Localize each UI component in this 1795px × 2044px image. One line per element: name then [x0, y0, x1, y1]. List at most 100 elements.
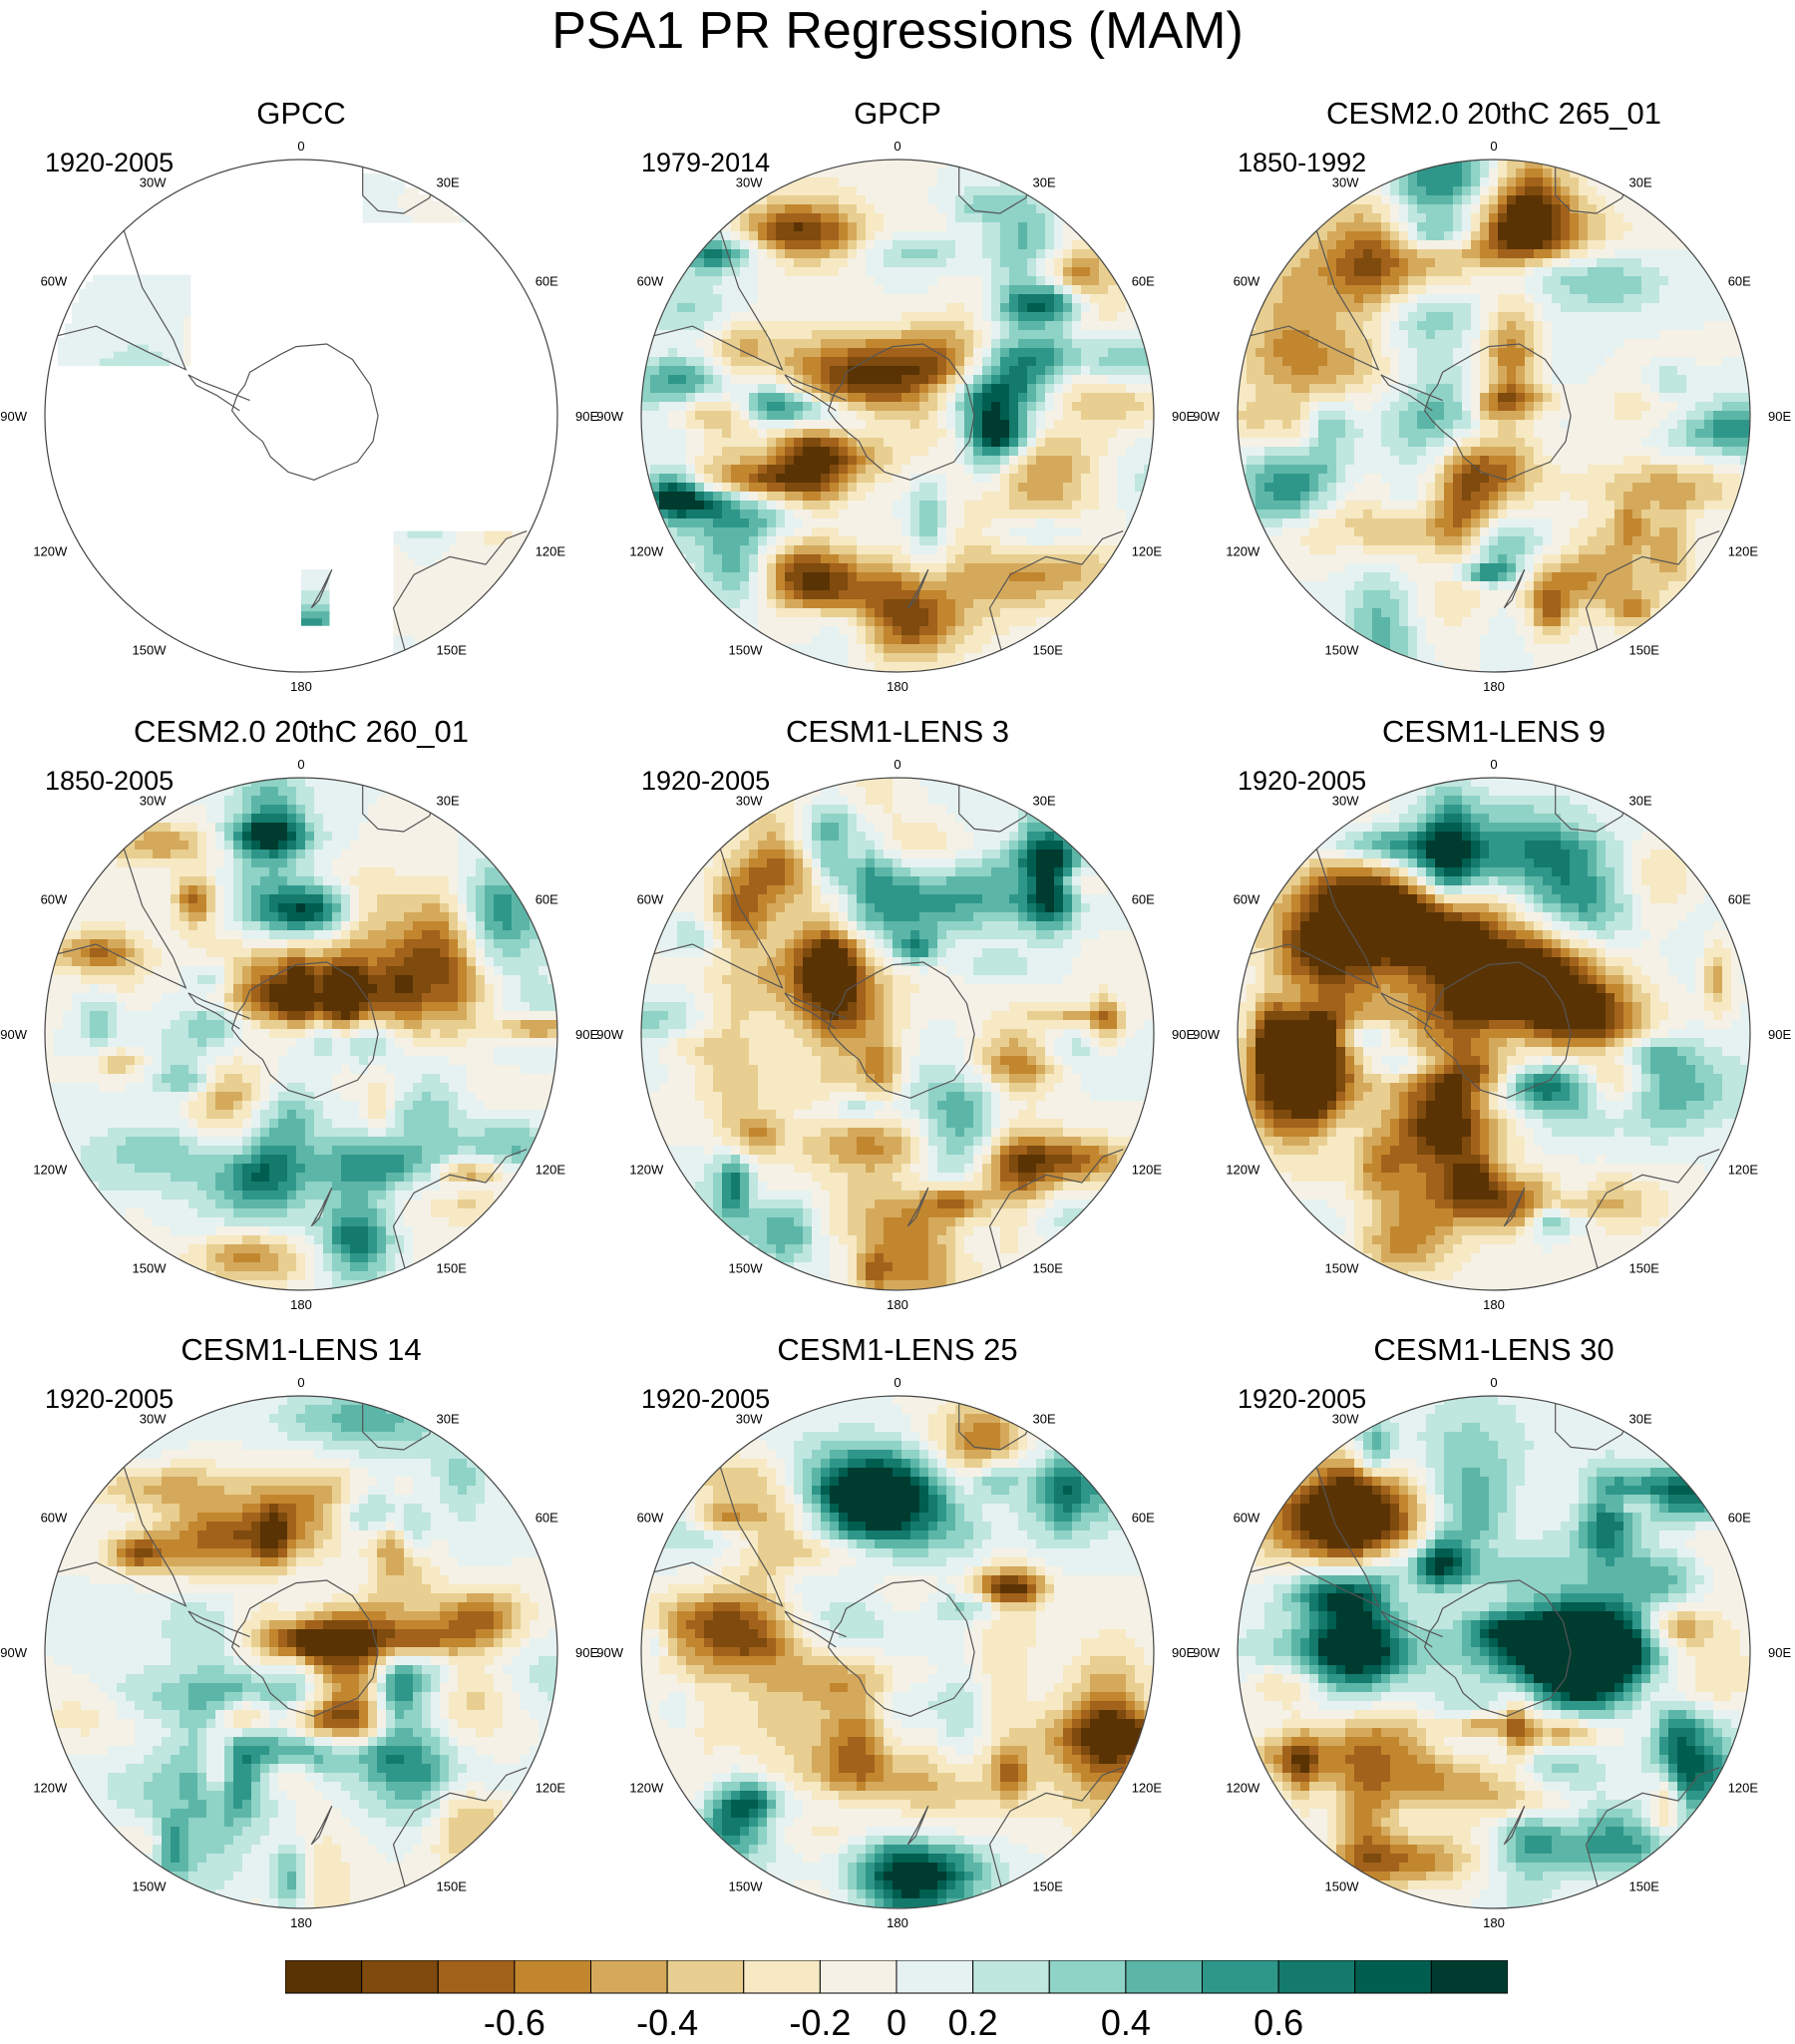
longitude-label: 150E — [437, 1261, 468, 1276]
longitude-label: 90W — [0, 1027, 27, 1042]
coastline — [1425, 344, 1572, 480]
longitude-label: 60E — [536, 892, 558, 907]
colorbar-swatch — [1203, 1960, 1279, 1993]
precip-field — [45, 160, 557, 672]
longitude-label: 60W — [1234, 1511, 1260, 1526]
coastline — [785, 993, 847, 1029]
longitude-label: 150W — [133, 1261, 168, 1276]
panel-title: GPCP — [598, 96, 1197, 132]
map-border — [641, 778, 1154, 1290]
coastline — [959, 1396, 1039, 1450]
colorbar-tick-label: -0.4 — [636, 2002, 698, 2044]
coastline — [232, 1580, 379, 1716]
colorbar-swatch — [1431, 1960, 1508, 1993]
longitude-label: 0 — [297, 139, 304, 154]
longitude-label: 60E — [536, 1511, 558, 1526]
precip-field — [1238, 778, 1759, 1299]
coastline — [641, 223, 782, 369]
coastline — [45, 223, 185, 369]
colorbar-swatch — [1278, 1960, 1355, 1993]
colorbar-swatch — [744, 1960, 821, 1993]
longitude-label: 90W — [596, 1645, 623, 1660]
longitude-label: 60E — [1728, 274, 1751, 289]
longitude-label: 90E — [1172, 409, 1195, 424]
map-border — [45, 778, 557, 1290]
longitude-label: 180 — [1483, 679, 1505, 694]
longitude-label: 180 — [887, 1297, 908, 1312]
coastline — [363, 160, 443, 213]
coastline — [1556, 778, 1635, 832]
longitude-label: 0 — [894, 757, 900, 772]
coastline — [45, 842, 185, 987]
coastline — [990, 1768, 1124, 1901]
longitude-label: 150E — [1033, 643, 1064, 658]
coastline — [641, 1460, 782, 1605]
coastline — [394, 1768, 528, 1901]
longitude-label: 60W — [1234, 892, 1260, 907]
longitude-label: 120W — [629, 544, 664, 559]
longitude-label: 120E — [1728, 544, 1759, 559]
coastline — [1381, 1611, 1443, 1647]
longitude-label: 60W — [41, 274, 68, 289]
longitude-label: 120W — [629, 1163, 664, 1178]
longitude-label: 60E — [1728, 1511, 1751, 1526]
colorbar-swatch — [820, 1960, 897, 1993]
longitude-label: 0 — [297, 1375, 304, 1390]
coastline — [907, 1188, 928, 1226]
coastline — [363, 1396, 443, 1450]
coastline — [1587, 531, 1720, 665]
longitude-label: 30E — [437, 1411, 460, 1426]
coastline — [45, 1460, 185, 1605]
longitude-label: 90E — [1768, 409, 1791, 424]
longitude-label: 90E — [575, 1027, 598, 1042]
coastline — [1587, 1150, 1720, 1283]
coastline — [785, 375, 847, 411]
longitude-label: 150E — [1629, 643, 1660, 658]
longitude-label: 60W — [1234, 274, 1260, 289]
coastline — [907, 569, 928, 608]
panel-period: 1920-2005 — [45, 1384, 174, 1415]
longitude-label: 60W — [41, 1511, 68, 1526]
coastline — [641, 842, 782, 987]
colorbar-tick-label: -0.6 — [484, 2002, 545, 2044]
longitude-label: 30E — [1033, 793, 1056, 808]
coastline — [1587, 1768, 1720, 1901]
colorbar-swatch — [591, 1960, 668, 1993]
coastline — [363, 778, 443, 832]
colorbar-swatch — [515, 1960, 591, 1993]
longitude-label: 180 — [887, 679, 908, 694]
longitude-label: 30E — [437, 793, 460, 808]
longitude-label: 90E — [575, 409, 598, 424]
longitude-label: 120E — [1132, 544, 1163, 559]
longitude-label: 90E — [575, 1645, 598, 1660]
longitude-label: 120W — [1226, 1781, 1260, 1796]
precip-field — [1238, 160, 1759, 681]
precip-field — [45, 778, 566, 1299]
longitude-label: 180 — [1483, 1297, 1505, 1312]
coastline — [394, 531, 528, 665]
colorbar-swatch — [667, 1960, 744, 1993]
coastline — [311, 1188, 332, 1226]
panel-period: 1920-2005 — [641, 1384, 770, 1415]
panel-title: CESM1-LENS 14 — [2, 1332, 600, 1368]
map-border — [1238, 160, 1750, 672]
longitude-label: 90W — [1193, 409, 1220, 424]
longitude-label: 60E — [536, 274, 558, 289]
precip-field — [45, 1396, 566, 1917]
longitude-label: 30E — [1033, 174, 1056, 189]
colorbar — [285, 1960, 1508, 1994]
longitude-label: 60E — [1132, 274, 1155, 289]
panel-title: CESM1-LENS 30 — [1195, 1332, 1793, 1368]
longitude-label: 150E — [1033, 1261, 1064, 1276]
colorbar-tick-label: 0.2 — [948, 2002, 998, 2044]
longitude-label: 120W — [33, 1163, 68, 1178]
coastline — [1556, 1396, 1635, 1450]
panel-period: 1850-1992 — [1238, 148, 1366, 178]
colorbar-tick-label: 0.6 — [1254, 2002, 1303, 2044]
longitude-label: 120E — [536, 544, 566, 559]
longitude-label: 90W — [596, 1027, 623, 1042]
